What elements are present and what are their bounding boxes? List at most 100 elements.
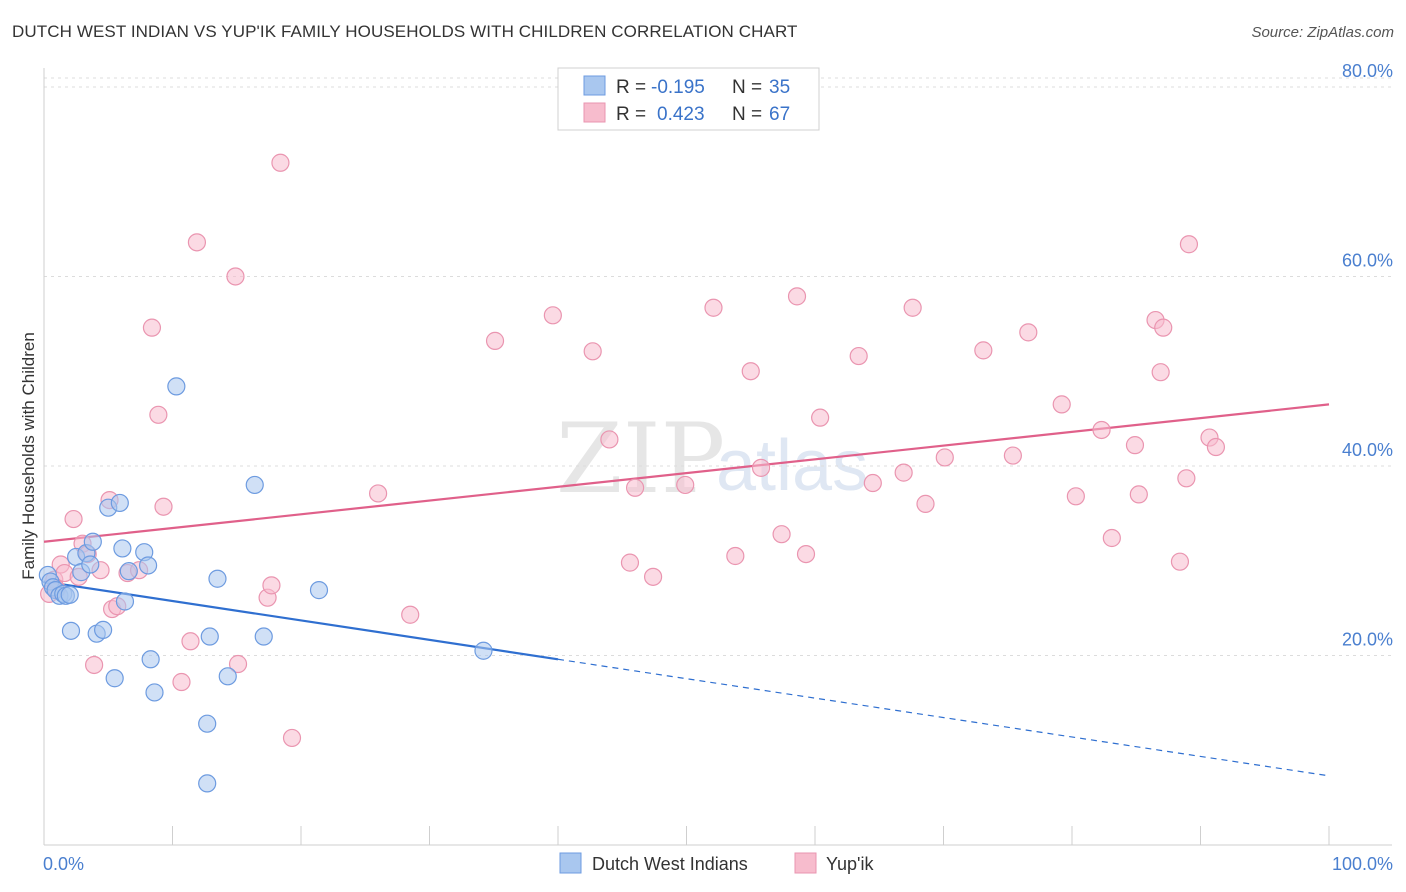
yupik-point-53 [1003, 446, 1022, 465]
yupik-point-30 [485, 331, 505, 350]
yupik-point-22 [226, 267, 245, 286]
yupik-point-56 [1066, 487, 1085, 506]
dutch-west-indians-point-8 [61, 621, 81, 640]
yupik-point-33 [600, 430, 619, 449]
yupik-point-28 [369, 484, 388, 503]
y-tick-label-60: 60.0% [1342, 250, 1393, 270]
dutch-west-indians-point-21 [119, 562, 138, 581]
yupik-point-36 [643, 567, 663, 586]
yupik-trend-line [43, 403, 1330, 543]
dutch-west-indians-point-7 [60, 585, 79, 604]
yupik-point-39 [726, 546, 745, 566]
dutch-west-indians-point-18 [110, 493, 129, 513]
dutch-west-indians-point-20 [115, 592, 135, 611]
yupik-point-49 [903, 298, 922, 317]
yupik-point-40 [741, 362, 760, 381]
yupik-point-60 [1129, 485, 1148, 504]
yupik-point-19 [172, 672, 191, 692]
yupik-point-23 [228, 654, 248, 674]
watermark-zip: ZIP [556, 403, 725, 515]
yupik-point-25 [262, 576, 281, 595]
legend-r-value-0: -0.195 [651, 77, 705, 98]
yupik-point-55 [1052, 395, 1071, 414]
dutch-west-indians-point-26 [167, 377, 186, 396]
y-axis-label: Family Households with Children [19, 332, 38, 580]
yupik-point-27 [282, 728, 302, 748]
bottom-legend-swatch-blue [559, 852, 582, 874]
yupik-point-45 [811, 408, 830, 427]
yupik-point-5 [64, 509, 83, 529]
legend-r-label-1: R = [616, 104, 646, 125]
yupik-point-50 [916, 494, 935, 513]
y-tick-label-40: 40.0% [1342, 440, 1393, 460]
dutch-west-indians-point-25 [145, 683, 164, 702]
dutch-west-indians-point-27 [198, 714, 217, 733]
dutch-west-indians-point-23 [138, 556, 158, 575]
dutch-west-indians-point-29 [208, 569, 227, 588]
x-ticks [43, 826, 1330, 845]
yupik-point-51 [935, 448, 954, 467]
y-tick-label-20: 20.0% [1342, 629, 1393, 649]
legend-swatch-pink [583, 102, 606, 123]
yupik-point-38 [704, 298, 723, 317]
source-label: Source: ZipAtlas.com [1251, 24, 1394, 41]
legend-n-label-1: N = [732, 104, 762, 125]
legend-r-label-0: R = [616, 77, 646, 98]
dutch-west-indians-point-31 [245, 475, 264, 495]
yupik-point-29 [401, 605, 420, 624]
yupik-point-65 [1177, 469, 1196, 488]
legend-r-value-1: 0.423 [657, 104, 705, 125]
yupik-point-16 [142, 318, 162, 337]
dutch-west-indians-point-13 [83, 532, 102, 551]
yupik-point-18 [154, 497, 173, 516]
dutch-west-indians-point-15 [94, 620, 113, 640]
axes [43, 68, 1392, 846]
yupik-point-44 [796, 544, 816, 564]
yupik-point-43 [787, 287, 807, 306]
dutch-west-indians-point-33 [309, 581, 329, 600]
yupik-point-64 [1170, 552, 1190, 571]
dutch-west-indians-point-19 [113, 539, 132, 558]
yupik-point-9 [85, 655, 104, 675]
yupik-point-52 [974, 341, 993, 360]
x-tick-label-100: 100.0% [1332, 854, 1393, 874]
bottom-legend-swatch-pink [794, 852, 817, 874]
yupik-point-58 [1102, 528, 1121, 548]
yupik-point-66 [1179, 235, 1199, 254]
yupik-point-31 [543, 306, 562, 325]
dutch-west-indians-points [38, 377, 493, 793]
dutch-west-indians-point-24 [141, 650, 160, 669]
bottom-legend-label-blue: Dutch West Indians [592, 854, 748, 874]
yupik-point-37 [676, 475, 695, 495]
yupik-point-59 [1125, 436, 1145, 455]
dutch-west-indians-point-30 [218, 667, 237, 686]
legend-n-label-0: N = [732, 77, 762, 98]
dutch-west-indians-point-32 [254, 627, 273, 646]
dutch-west-indians-trend-extension [557, 658, 1330, 777]
legend-n-value-0: 35 [769, 77, 790, 98]
dutch-west-indians-point-28 [200, 627, 219, 646]
dutch-west-indians-point-35 [198, 774, 217, 793]
dutch-west-indians-point-34 [474, 641, 493, 660]
legend-n-value-1: 67 [769, 104, 790, 125]
chart-title: DUTCH WEST INDIAN VS YUP'IK FAMILY HOUSE… [12, 22, 798, 41]
yupik-point-34 [620, 553, 640, 572]
yupik-point-21 [187, 233, 207, 252]
yupik-point-26 [271, 153, 290, 172]
y-tick-label-80: 80.0% [1342, 61, 1393, 81]
legend-swatch-blue [583, 75, 606, 96]
yupik-point-57 [1092, 420, 1111, 440]
legend-box: R = -0.195 N = 35 R = 0.423 N = 67 [557, 67, 820, 131]
yupik-point-68 [1206, 437, 1226, 457]
yupik-point-42 [772, 525, 791, 544]
yupik-point-35 [625, 478, 645, 497]
yupik-point-20 [181, 632, 200, 651]
yupik-point-54 [1019, 323, 1038, 342]
dutch-west-indians-point-17 [105, 669, 124, 688]
yupik-point-32 [583, 342, 602, 361]
bottom-legend-label-pink: Yup'ik [826, 854, 874, 874]
yupik-point-41 [751, 458, 771, 477]
bottom-legend: Dutch West Indians Yup'ik [559, 852, 874, 874]
yupik-point-47 [863, 473, 882, 493]
